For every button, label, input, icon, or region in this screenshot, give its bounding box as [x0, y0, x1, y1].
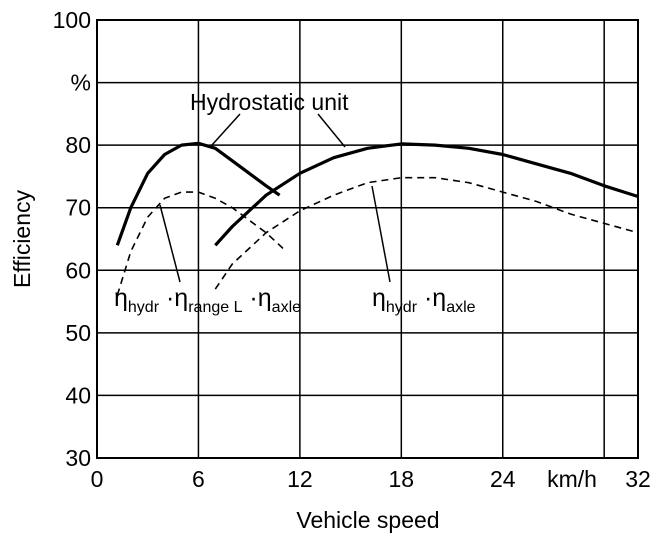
leader-line	[317, 113, 346, 148]
subscript: axle	[446, 299, 475, 316]
x-unit-label: km/h	[547, 466, 597, 492]
line	[214, 176, 639, 290]
y-tick-label: 50	[65, 320, 91, 346]
x-tick-label: 24	[490, 466, 516, 492]
annotation: ηhydr ·ηrange L ·ηaxle	[114, 284, 301, 316]
symbol: ·η	[417, 284, 446, 312]
x-tick-label: 6	[192, 466, 205, 492]
y-tick-label: %	[71, 70, 91, 96]
x-tick-label: 0	[91, 466, 104, 492]
annotation: ηhydr ·ηaxle	[372, 284, 476, 316]
x-tick-label: 18	[389, 466, 415, 492]
x-axis-label: Vehicle speed	[296, 507, 439, 533]
annotation: Hydrostatic unit	[190, 89, 349, 115]
symbol: ·η	[159, 284, 188, 312]
symbol: ·η	[242, 284, 271, 312]
y-tick-label: 40	[65, 382, 91, 408]
x-tick-label: 32	[625, 466, 651, 492]
leader-line	[211, 113, 241, 146]
line	[116, 191, 284, 296]
y-tick-label: 100	[53, 7, 91, 33]
leader-line	[159, 204, 181, 283]
symbol: η	[114, 284, 128, 312]
leader-line	[371, 185, 391, 283]
symbol: η	[372, 284, 386, 312]
y-tick-label: 60	[65, 257, 91, 283]
subscript: axle	[272, 299, 301, 316]
y-axis-label: Efficiency	[9, 189, 35, 288]
y-tick-label: 80	[65, 132, 91, 158]
x-tick-label: 12	[287, 466, 313, 492]
subscript: range L	[188, 299, 242, 316]
y-tick-label: 70	[65, 195, 91, 221]
line	[115, 141, 281, 246]
line	[214, 142, 639, 247]
plot-frame	[96, 19, 639, 459]
y-tick-label: 30	[65, 445, 91, 471]
subscript: hydr	[128, 299, 160, 316]
